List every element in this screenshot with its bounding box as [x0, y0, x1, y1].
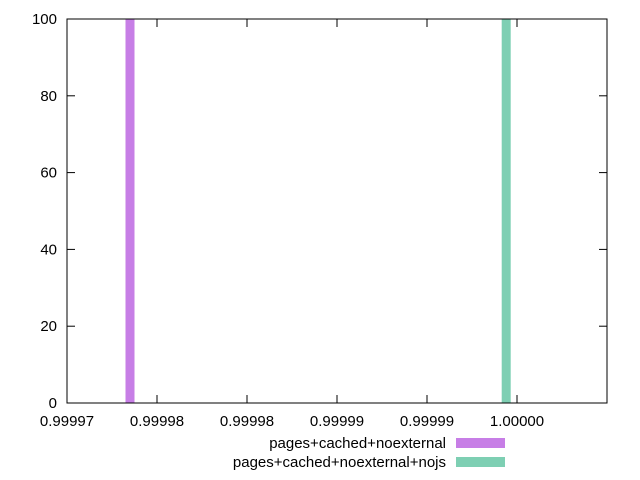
legend-label: pages+cached+noexternal	[269, 435, 446, 452]
legend-swatch	[456, 438, 505, 448]
y-tick-label: 40	[40, 241, 57, 258]
y-tick-label: 60	[40, 165, 57, 182]
y-axis: 0 20 40 60 80 100	[32, 11, 607, 412]
x-tick-label: 0.99998	[130, 413, 184, 430]
x-tick-label: 0.99998	[220, 413, 274, 430]
x-tick-label: 1.00000	[490, 413, 544, 430]
y-tick-label: 100	[32, 11, 57, 28]
x-tick-label: 0.99997	[40, 413, 94, 430]
x-tick-label: 0.99999	[310, 413, 364, 430]
legend: pages+cached+noexternal pages+cached+noex…	[233, 435, 505, 471]
legend-swatch	[456, 457, 505, 467]
y-tick-label: 0	[49, 395, 57, 412]
plot-frame	[66, 18, 608, 404]
legend-label: pages+cached+noexternal+nojs	[233, 454, 446, 471]
chart-marks	[125, 19, 511, 403]
y-tick-label: 20	[40, 318, 57, 335]
y-tick-label: 80	[40, 88, 57, 105]
bar-series-1	[125, 19, 135, 403]
x-axis: 0.99997 0.99998 0.99998 0.99999 0.99999 1.000…	[40, 19, 544, 430]
x-tick-label: 0.99999	[400, 413, 454, 430]
bar-series-2	[501, 19, 511, 403]
